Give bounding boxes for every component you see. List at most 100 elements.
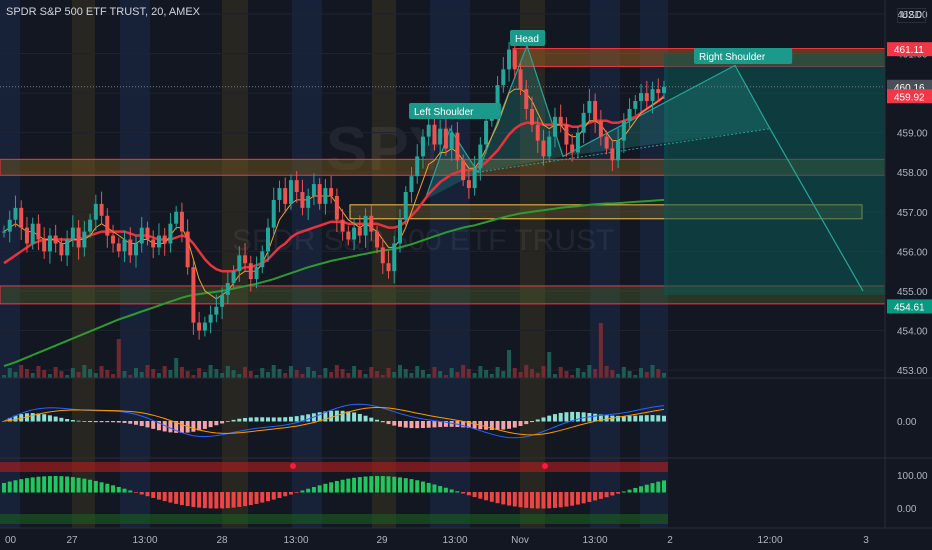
candle	[478, 144, 483, 169]
macd-histogram-bar	[65, 419, 70, 422]
macd-histogram-bar	[283, 417, 288, 422]
macd-histogram-bar	[558, 412, 563, 422]
macd-histogram-bar	[581, 412, 586, 422]
macd-histogram-bar	[627, 415, 632, 422]
oscillator-bar	[214, 492, 219, 509]
volume-bar	[13, 372, 18, 378]
candle	[134, 243, 138, 256]
candle	[260, 251, 265, 268]
volume-bar	[317, 375, 322, 378]
oscillator-bar	[644, 484, 649, 493]
macd-histogram-bar	[346, 411, 351, 422]
macd-line	[3, 403, 665, 439]
macd-histogram-bar	[76, 420, 81, 422]
candle	[363, 215, 368, 236]
oscillator-bar	[156, 492, 161, 500]
macd-histogram-bar	[495, 421, 500, 430]
macd-histogram-bar	[415, 421, 420, 429]
volume-bar	[7, 368, 12, 378]
oscillator-bar	[478, 492, 483, 499]
oscillator-bar	[76, 477, 81, 493]
volume-bar	[415, 366, 420, 378]
macd-histogram-bar	[88, 421, 93, 423]
candle	[398, 219, 402, 244]
volume-bar	[88, 369, 93, 378]
oscillator-bar	[82, 478, 87, 493]
macd-histogram-bar	[168, 421, 173, 433]
oscillator-bar	[30, 477, 35, 493]
volume-bar	[512, 368, 517, 378]
candle	[271, 199, 276, 228]
candle	[598, 120, 603, 137]
volume-bar	[220, 373, 225, 378]
oscillator-bar	[340, 479, 345, 493]
volume-bar	[116, 339, 121, 378]
candle	[248, 263, 253, 280]
volume-bar	[208, 365, 213, 378]
oscillator-bar	[65, 476, 70, 493]
oscillator-bar	[581, 492, 586, 504]
volume-bar	[587, 365, 592, 378]
volume-bar	[294, 370, 299, 378]
candle	[627, 108, 632, 121]
macd-histogram-bar	[266, 417, 270, 422]
oscillator-bar	[151, 492, 156, 498]
price-tag-label: 460.16	[894, 83, 925, 94]
oscillator-bar	[352, 477, 357, 493]
macd-histogram-bar	[30, 413, 35, 422]
oscillator-bar	[633, 487, 638, 493]
volume-bar	[334, 365, 339, 378]
macd-histogram-bar	[547, 415, 552, 422]
price-tick-label: 455.00	[897, 287, 928, 298]
time-tick-label: 13:00	[283, 535, 308, 546]
volume-bar	[386, 368, 391, 378]
macd-histogram-bar	[432, 421, 437, 428]
price-tick-label: 458.00	[897, 168, 928, 179]
oscillator-bar	[7, 481, 12, 493]
macd-histogram-bar	[461, 421, 466, 428]
volume-bar	[633, 375, 638, 378]
candle	[547, 136, 552, 157]
candle	[438, 128, 443, 145]
volume-bar	[30, 373, 35, 378]
volume-bar	[243, 367, 248, 378]
volume-bar	[36, 366, 41, 378]
macd-histogram-bar	[151, 421, 156, 429]
macd-histogram-bar	[616, 415, 621, 422]
oscillator-bar	[168, 492, 173, 503]
volume-bar	[604, 366, 609, 378]
candle	[455, 132, 460, 161]
pattern-label-bg	[409, 103, 501, 119]
volume-bar	[156, 373, 161, 378]
time-tick-label: 12:00	[757, 535, 782, 546]
oscillator-bar	[288, 492, 293, 495]
candle	[352, 227, 357, 240]
volume-bar	[260, 368, 265, 378]
volume-bar	[231, 370, 236, 378]
candle	[621, 120, 626, 141]
candle	[662, 86, 666, 94]
currency-label[interactable]: USD	[896, 8, 926, 23]
candle	[99, 203, 104, 216]
macd-histogram-bar	[541, 417, 546, 422]
oscillator-bar	[656, 481, 661, 493]
candle	[53, 235, 58, 244]
volume-bar	[409, 373, 414, 378]
neckline	[477, 128, 771, 173]
oscillator-bar	[564, 492, 569, 507]
macd-histogram-bar	[530, 421, 534, 423]
volume-bar	[346, 373, 351, 378]
macd-histogram-bar	[535, 419, 540, 422]
volume-bar	[65, 375, 70, 378]
candle	[168, 223, 173, 244]
session-band	[590, 0, 620, 528]
oscillator-bar	[530, 492, 534, 509]
oscillator-bar	[220, 492, 225, 509]
oscillator-bar	[277, 492, 282, 498]
volume-bar	[530, 369, 534, 378]
candle	[541, 140, 546, 157]
candle	[380, 247, 385, 264]
candle	[70, 227, 75, 240]
candle	[518, 69, 523, 90]
